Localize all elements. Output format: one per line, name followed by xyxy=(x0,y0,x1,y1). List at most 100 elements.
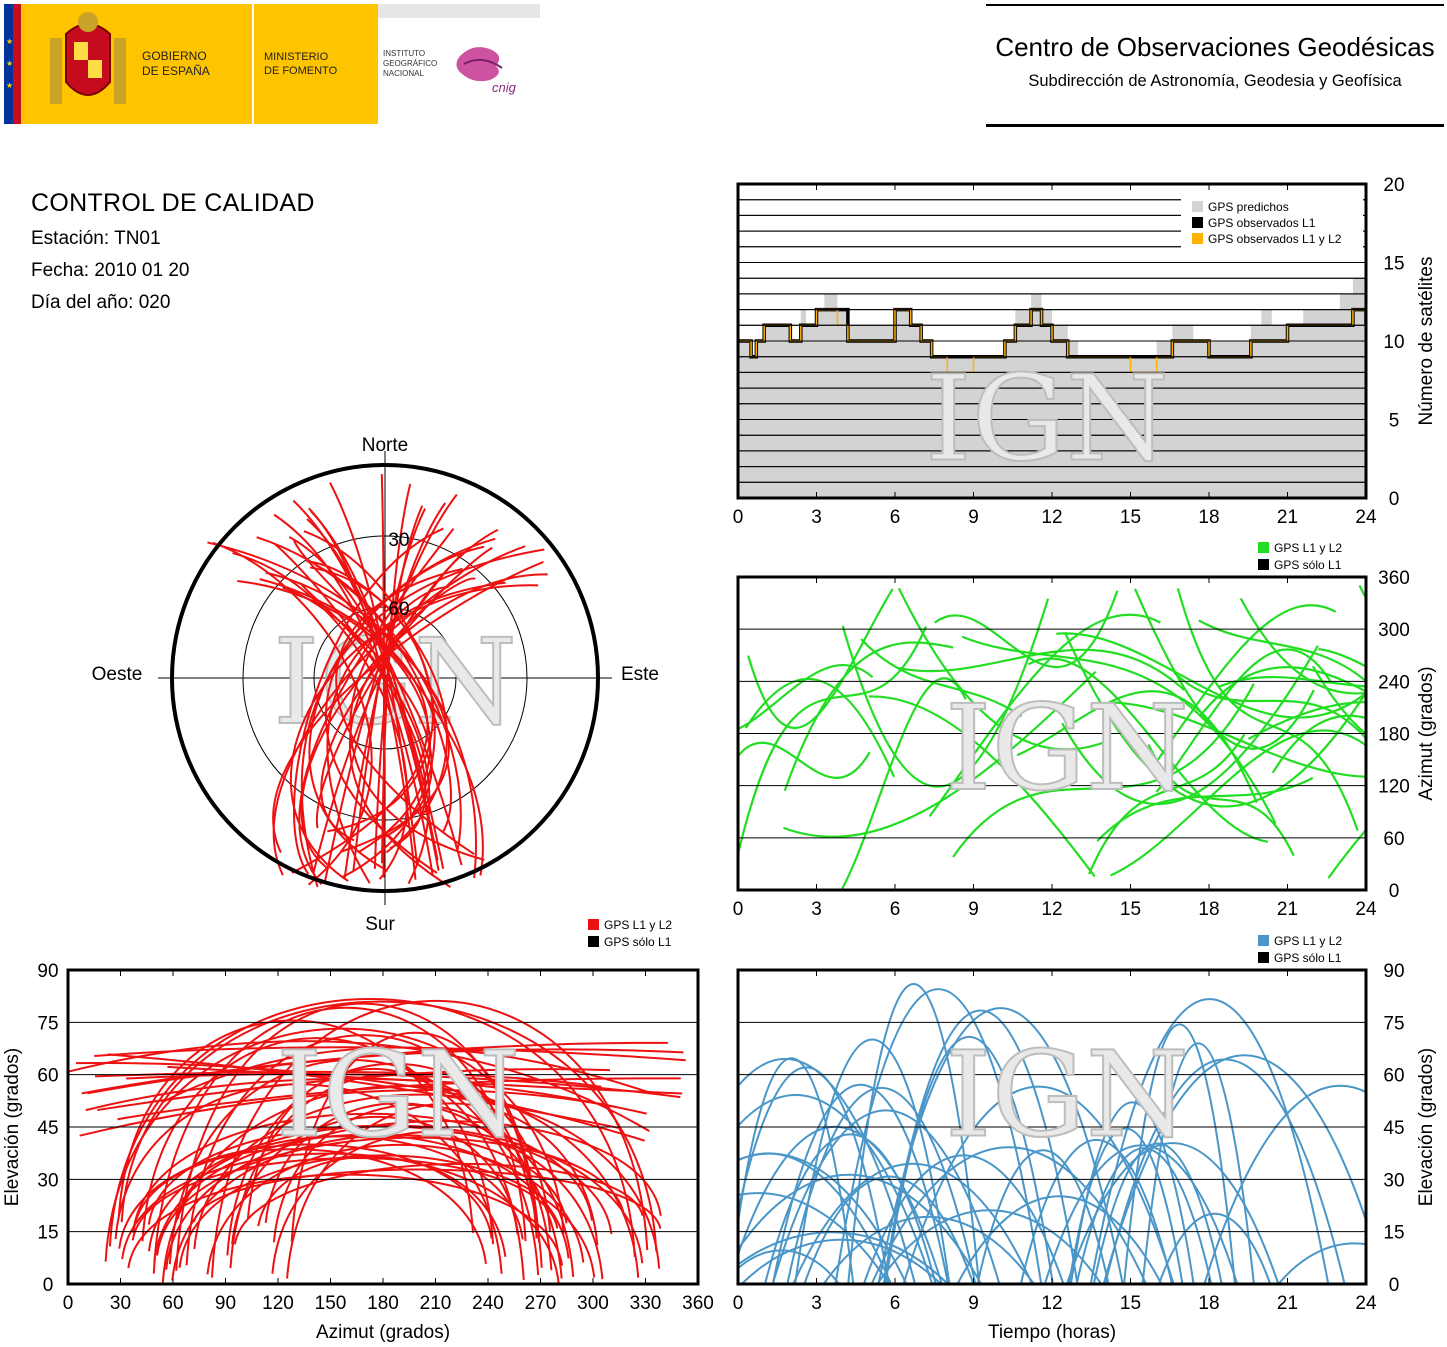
legend-swatch xyxy=(1258,935,1269,946)
x-tick-label: 15 xyxy=(1120,1293,1141,1314)
azimuth-track xyxy=(1247,700,1366,740)
x-tick-label: 30 xyxy=(110,1293,131,1314)
x-tick-label: 9 xyxy=(968,899,979,920)
x-tick-label: 210 xyxy=(420,1293,452,1314)
ign-line2: GEOGRÁFICO xyxy=(383,59,437,68)
elevation-time-track xyxy=(771,1109,1001,1284)
elevation-azimuth-track xyxy=(165,1120,662,1270)
sky-track xyxy=(212,541,373,886)
elevation-azimuth-track xyxy=(94,1070,602,1088)
elevation-azimuth-track xyxy=(97,1068,611,1112)
y-axis-label: Elevación (grados) xyxy=(1416,1048,1437,1206)
elevation-time-track xyxy=(771,1084,950,1284)
sky-track xyxy=(273,513,434,877)
elevation-time-track xyxy=(876,1209,1103,1284)
x-axis-label: Azimut (grados) xyxy=(316,1322,450,1343)
cnig-logo-icon: cnig xyxy=(456,47,517,95)
elevation-azimuth-chart: 0 15 30 45 60 75 90 0 30 60 90 120 150 180 210 240 270 30… xyxy=(2,918,714,1343)
y-tick-label: 15 xyxy=(1383,1223,1404,1244)
x-tick-label: 120 xyxy=(262,1293,294,1314)
coat-of-arms-icon xyxy=(50,12,126,104)
x-axis-label: Tiempo (horas) xyxy=(988,1322,1116,1343)
elevation-azimuth-track xyxy=(153,1133,570,1263)
svg-text:★: ★ xyxy=(6,81,13,90)
elevation-time-track xyxy=(738,1173,982,1284)
elevation-time-track xyxy=(1141,1042,1255,1284)
legend-swatch xyxy=(588,919,599,930)
elevation-azimuth-track xyxy=(175,1002,538,1271)
elevation-time-track xyxy=(902,1085,1175,1284)
ign-watermark: IGN xyxy=(945,1026,1189,1164)
elevation-azimuth-track xyxy=(286,1102,599,1279)
elevation-time-track xyxy=(847,982,981,1284)
x-tick-label: 6 xyxy=(890,899,901,920)
elevation-time-track xyxy=(1019,1138,1174,1284)
report-title: CONTROL DE CALIDAD xyxy=(31,189,315,217)
azimuth-track xyxy=(1112,701,1366,778)
sky-track xyxy=(326,581,506,884)
y-axis-label: Elevación (grados) xyxy=(2,1048,23,1206)
elevation-time-track xyxy=(738,1093,934,1284)
azimuth-track xyxy=(1153,604,1337,766)
elevation-azimuth-track xyxy=(246,1068,525,1280)
x-tick-label: 12 xyxy=(1041,507,1062,528)
azimuth-track xyxy=(1027,657,1269,843)
gobierno-line1: GOBIERNO xyxy=(142,49,207,63)
azimuth-track xyxy=(1155,648,1333,793)
azimuth-track xyxy=(1147,744,1295,857)
elevation-azimuth-track xyxy=(127,1173,564,1269)
spain-flag-yellow xyxy=(21,4,28,124)
ign-watermark: IGN xyxy=(945,679,1189,817)
azimuth-track xyxy=(738,626,928,853)
elevation-time-track xyxy=(1277,1242,1366,1284)
x-tick-label: 18 xyxy=(1198,899,1219,920)
elevation-azimuth-track xyxy=(126,1073,681,1099)
ministerio-panel xyxy=(254,4,378,124)
x-tick-label: 18 xyxy=(1198,1293,1219,1314)
azimuth-track xyxy=(1056,632,1366,719)
elevation-azimuth-track xyxy=(120,1000,658,1252)
elevation-azimuth-track xyxy=(132,1112,593,1233)
elevation-time-track xyxy=(822,1215,1035,1284)
y-tick-label: 90 xyxy=(37,961,58,982)
government-banner: ★ ★ ★ GOBIERNO DE ESPAÑA MINISTERIO DE F… xyxy=(4,4,540,124)
y-tick-label: 90 xyxy=(1383,961,1404,982)
y-tick-label: 120 xyxy=(1378,777,1410,798)
elevation-azimuth-track xyxy=(233,1162,644,1245)
ign-watermark: IGN xyxy=(925,350,1169,488)
elevation-time-track xyxy=(792,1162,1033,1284)
sky-track xyxy=(293,539,484,876)
azimuth-track xyxy=(1064,631,1366,808)
elevation-time-track xyxy=(786,1087,977,1284)
legend-label: GPS L1 y L2 xyxy=(604,918,672,932)
x-tick-label: 360 xyxy=(682,1293,714,1314)
y-tick-label: 15 xyxy=(37,1223,58,1244)
azimuth-track xyxy=(1199,666,1366,717)
x-tick-label: 6 xyxy=(890,507,901,528)
y-tick-label: 60 xyxy=(1383,1066,1404,1087)
azimuth-track xyxy=(898,648,1185,691)
y-tick-label: 75 xyxy=(1383,1013,1404,1034)
x-tick-label: 0 xyxy=(63,1293,74,1314)
elevation-azimuth-track xyxy=(152,1006,527,1274)
sky-track xyxy=(373,505,424,869)
elevation-time-track xyxy=(1075,1147,1213,1284)
sky-track xyxy=(237,579,431,854)
azimuth-track xyxy=(738,663,874,730)
plot-area xyxy=(738,982,1366,1284)
y-tick-label: 0 xyxy=(1389,489,1400,510)
x-tick-label: 24 xyxy=(1355,1293,1377,1314)
x-tick-label: 6 xyxy=(890,1293,901,1314)
elevation-time-track xyxy=(1069,1101,1195,1284)
ign-line3: NACIONAL xyxy=(383,69,424,78)
date-label: Fecha: 2010 01 20 xyxy=(31,260,190,281)
x-tick-label: 60 xyxy=(162,1293,183,1314)
legend-swatch xyxy=(1192,233,1203,244)
elevation-azimuth-track xyxy=(192,1168,662,1229)
ministerio-line1: MINISTERIO xyxy=(264,51,329,63)
elevation-time-track xyxy=(1158,1212,1272,1284)
x-tick-label: 0 xyxy=(733,507,744,528)
x-tick-label: 90 xyxy=(215,1293,236,1314)
